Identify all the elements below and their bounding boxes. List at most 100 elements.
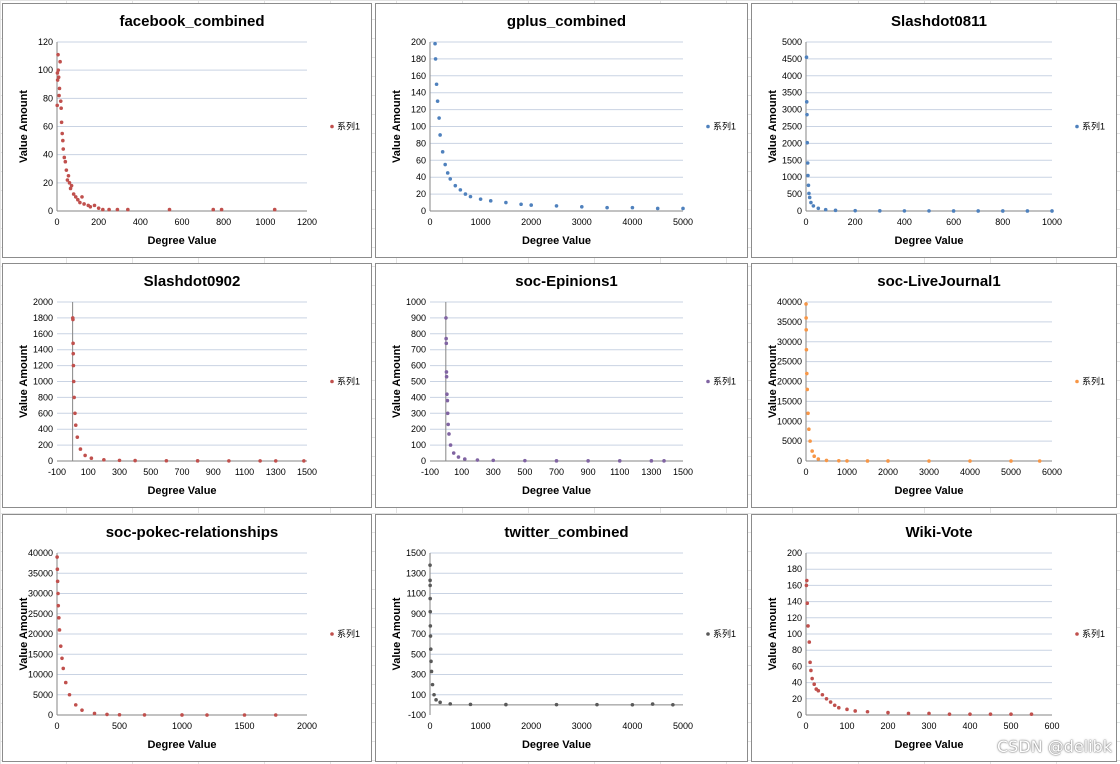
y-tick-label: -100 <box>408 710 426 720</box>
x-tick-label: 300 <box>486 467 501 477</box>
x-tick-label: 3000 <box>572 217 592 227</box>
data-point <box>80 195 84 199</box>
y-tick-label: 0 <box>48 456 53 466</box>
y-tick-label: 1200 <box>33 361 53 371</box>
data-point <box>60 131 65 136</box>
y-tick-label: 0 <box>797 456 802 466</box>
y-tick-label: 15000 <box>28 649 53 659</box>
y-tick-label: 140 <box>411 88 426 98</box>
y-tick-label: 2500 <box>782 122 802 132</box>
x-tick-label: 100 <box>81 467 96 477</box>
data-point <box>1009 712 1013 716</box>
data-point <box>56 603 61 608</box>
data-point <box>434 82 439 87</box>
y-tick-label: 0 <box>421 206 426 216</box>
data-point <box>73 423 78 428</box>
data-point <box>61 138 65 143</box>
y-tick-label: 300 <box>411 670 426 680</box>
data-point <box>429 659 433 664</box>
chart-title: Slashdot0811 <box>891 13 987 30</box>
y-axis-title: Value Amount <box>391 597 403 670</box>
data-point <box>258 459 262 463</box>
x-tick-label: -100 <box>421 467 439 477</box>
data-point <box>428 634 433 638</box>
x-tick-label: 1100 <box>610 467 629 477</box>
data-point <box>853 709 857 713</box>
data-point <box>805 140 810 145</box>
data-point <box>61 666 66 671</box>
data-point <box>580 204 584 209</box>
data-point <box>816 457 821 461</box>
data-point <box>617 459 622 463</box>
data-point <box>976 209 980 213</box>
scatter-chart: gplus_combined 0 20 40 60 80 100 120 140 160 180 20… <box>391 13 736 247</box>
data-point <box>823 207 828 212</box>
y-tick-label: 1600 <box>33 329 53 339</box>
data-point <box>444 374 449 379</box>
y-tick-label: 80 <box>416 138 426 148</box>
y-tick-label: 100 <box>411 440 426 450</box>
data-point <box>951 209 956 213</box>
data-point <box>671 702 675 707</box>
data-point <box>853 208 857 213</box>
y-tick-label: 1100 <box>407 589 426 599</box>
x-tick-label: 4000 <box>622 721 642 731</box>
y-tick-label: 80 <box>792 645 802 655</box>
data-point <box>805 371 809 376</box>
legend-label: 系列1 <box>713 376 736 387</box>
y-axis-title: Value Amount <box>767 90 779 163</box>
y-tick-label: 1400 <box>33 345 53 355</box>
y-tick-label: 500 <box>411 649 426 659</box>
x-tick-label: 800 <box>216 217 231 227</box>
data-point <box>504 702 508 707</box>
data-point <box>504 200 508 205</box>
data-point <box>809 668 813 673</box>
data-point <box>453 183 458 188</box>
data-point <box>804 100 809 104</box>
data-point <box>878 209 882 213</box>
y-tick-label: 20 <box>416 189 426 199</box>
x-tick-label: 400 <box>897 217 912 227</box>
y-axis-title: Value Amount <box>767 345 779 418</box>
data-point <box>428 563 432 567</box>
data-point <box>430 682 435 687</box>
y-tick-label: 120 <box>411 105 426 115</box>
x-tick-label: 1300 <box>266 467 286 477</box>
scatter-chart: soc-Epinions1 0 100 200 300 400 500 600 700 800 90… <box>391 273 736 497</box>
data-point <box>433 41 437 46</box>
x-tick-label: 200 <box>848 217 863 227</box>
data-point <box>71 192 76 196</box>
y-tick-label: 100 <box>411 122 426 132</box>
data-point <box>58 99 63 103</box>
data-point <box>806 183 811 188</box>
data-point <box>804 55 809 60</box>
data-point <box>554 459 559 463</box>
y-tick-label: 5000 <box>782 436 802 446</box>
data-point <box>428 609 433 614</box>
data-point <box>804 347 809 352</box>
data-point <box>62 155 67 160</box>
y-tick-label: 40 <box>416 172 426 182</box>
scatter-chart: Wiki-Vote 0 20 40 60 80 100 120 140 160 180 200 0 100… <box>767 524 1105 751</box>
data-point <box>805 387 810 392</box>
data-point <box>988 712 993 716</box>
data-point <box>805 161 810 165</box>
scatter-chart: twitter_combined -100 100 300 500 700 900 1100 1… <box>391 524 736 751</box>
data-point <box>101 207 105 212</box>
x-tick-label: 1000 <box>1042 217 1062 227</box>
data-point <box>451 451 456 455</box>
data-point <box>58 59 62 64</box>
data-point <box>82 202 86 206</box>
y-tick-label: 100 <box>787 629 802 639</box>
x-tick-label: 600 <box>1044 721 1059 731</box>
data-point <box>273 713 278 717</box>
data-point <box>805 601 810 606</box>
chart-panel: Wiki-Vote 0 20 40 60 80 100 120 140 160 180 200 0 100… <box>751 514 1117 762</box>
y-tick-label: 40000 <box>777 297 802 307</box>
data-point <box>435 99 440 103</box>
legend-marker <box>1075 379 1079 384</box>
data-point <box>832 703 837 708</box>
y-tick-label: 500 <box>411 377 426 387</box>
data-point <box>61 147 66 151</box>
data-point <box>468 194 473 199</box>
